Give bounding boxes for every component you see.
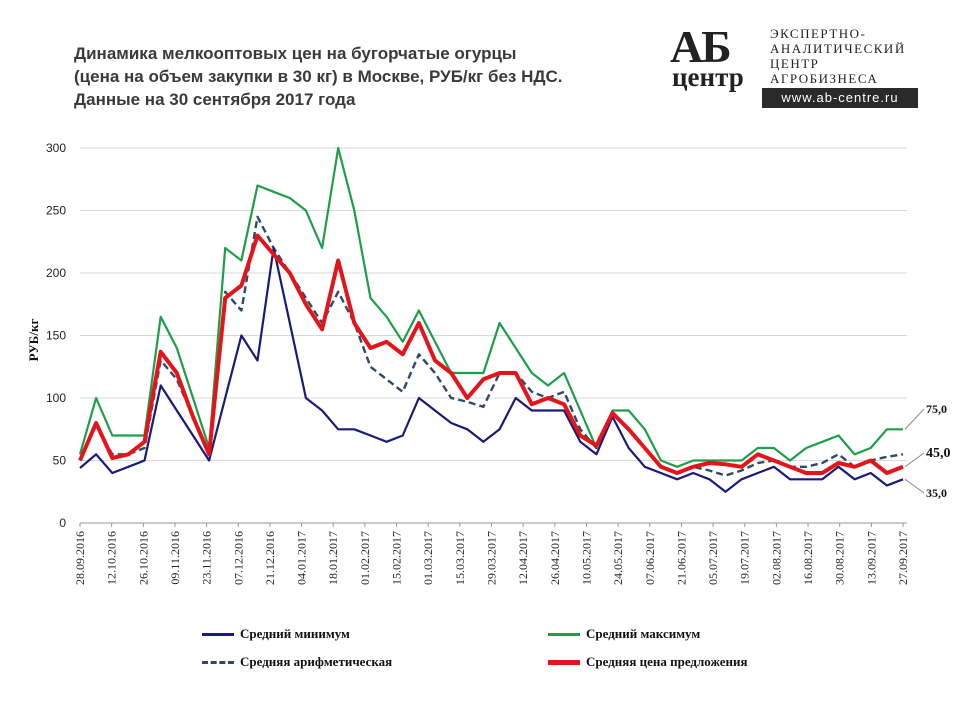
x-tick-label: 26.10.2016 <box>136 531 150 585</box>
title-line-3: Данные на 30 сентября 2017 года <box>74 90 356 109</box>
gridlines <box>80 147 907 524</box>
end-label-min: 35,0 <box>926 486 947 500</box>
logo-line-2: АНАЛИТИЧЕСКИЙ <box>770 41 906 56</box>
x-tick-label: 29.03.2017 <box>485 531 499 585</box>
title-line-1: Динамика мелкооптовых цен на бугорчатые … <box>74 44 517 63</box>
series-min-line <box>79 246 904 493</box>
series-offer-line <box>78 233 904 475</box>
series-lines <box>78 146 904 493</box>
legend-item-offer: Средняя цена предложения <box>548 654 748 670</box>
y-tick-label: 300 <box>46 141 66 155</box>
x-tick-label: 24.05.2017 <box>611 531 625 585</box>
legend-label-max: Средний максимум <box>586 626 701 641</box>
y-axis-label: РУБ/кг <box>26 319 41 362</box>
x-tick-label: 27.09.2017 <box>896 531 910 585</box>
x-tick-label: 21.12.2016 <box>263 531 277 585</box>
end-labels: 75,0 45,0 35,0 <box>904 402 951 500</box>
y-axis-ticks: 0 50 100 150 200 250 300 <box>46 141 66 530</box>
ab-centre-logo: АБ центр ЭКСПЕРТНО- АНАЛИТИЧЕСКИЙ ЦЕНТР … <box>666 21 922 108</box>
end-label-min-leader <box>904 478 925 494</box>
x-tick-label: 28.09.2016 <box>73 531 87 585</box>
y-tick-label: 0 <box>59 516 66 530</box>
x-tick-label: 19.07.2017 <box>738 531 752 585</box>
end-label-offer: 45,0 <box>926 446 951 461</box>
x-tick-label: 21.06.2017 <box>674 531 688 585</box>
x-tick-label: 07.06.2017 <box>643 531 657 585</box>
logo-text: ЭКСПЕРТНО- АНАЛИТИЧЕСКИЙ ЦЕНТР АГРОБИЗНЕ… <box>770 26 906 86</box>
y-tick-label: 150 <box>46 329 66 343</box>
x-tick-label: 15.03.2017 <box>453 531 467 585</box>
x-tick-label: 12.04.2017 <box>516 531 530 585</box>
legend-label-offer: Средняя цена предложения <box>586 654 748 669</box>
y-tick-label: 100 <box>46 391 66 405</box>
legend-swatch-offer <box>548 659 580 665</box>
series-avg-line <box>78 215 904 477</box>
legend-swatch-max <box>548 632 580 636</box>
x-tick-label: 09.11.2016 <box>168 531 182 585</box>
end-label-max: 75,0 <box>926 402 947 416</box>
y-tick-label: 250 <box>46 204 66 218</box>
legend-item-min: Средний минимум <box>202 626 350 642</box>
x-axis-ticks: 28.09.2016 12.10.2016 26.10.2016 09.11.2016… <box>73 523 910 585</box>
series-max-line <box>78 146 903 468</box>
legend-label-avg: Средняя арифметическая <box>240 654 393 669</box>
logo-line-3: ЦЕНТР <box>770 56 820 71</box>
legend-label-min: Средний минимум <box>240 626 350 641</box>
legend-item-avg: Средняя арифметическая <box>202 654 392 670</box>
logo-url: www.ab-centre.ru <box>762 88 918 108</box>
chart-title: Динамика мелкооптовых цен на бугорчатые … <box>74 42 634 111</box>
x-tick-label: 01.02.2017 <box>358 531 372 585</box>
x-tick-label: 05.07.2017 <box>706 531 720 585</box>
title-line-2: (цена на объем закупки в 30 кг) в Москве… <box>74 67 563 86</box>
x-tick-label: 12.10.2016 <box>105 531 119 585</box>
legend-item-max: Средний максимум <box>548 626 700 642</box>
end-label-offer-leader <box>904 452 925 468</box>
x-tick-label: 01.03.2017 <box>421 531 435 585</box>
x-tick-label: 07.12.2016 <box>231 531 245 585</box>
x-tick-label: 26.04.2017 <box>548 531 562 585</box>
y-tick-label: 50 <box>53 454 67 468</box>
logo-sub: центр <box>672 62 744 92</box>
x-tick-label: 18.01.2017 <box>326 531 340 585</box>
x-tick-label: 13.09.2017 <box>864 531 878 585</box>
x-tick-label: 30.08.2017 <box>833 531 847 585</box>
legend-swatch-avg <box>202 660 234 664</box>
x-tick-label: 10.05.2017 <box>579 531 593 585</box>
x-tick-label: 04.01.2017 <box>295 531 309 585</box>
x-tick-label: 15.02.2017 <box>390 531 404 585</box>
x-tick-label: 23.11.2016 <box>200 531 214 585</box>
logo-line-4: АГРОБИЗНЕСА <box>770 71 879 86</box>
x-tick-label: 02.08.2017 <box>769 531 783 585</box>
end-label-max-leader <box>904 408 925 430</box>
y-tick-label: 200 <box>46 266 66 280</box>
x-tick-label: 16.08.2017 <box>801 531 815 585</box>
logo-line-1: ЭКСПЕРТНО- <box>770 26 867 41</box>
legend-swatch-min <box>202 632 234 636</box>
logo-letters: АБ <box>670 21 732 72</box>
